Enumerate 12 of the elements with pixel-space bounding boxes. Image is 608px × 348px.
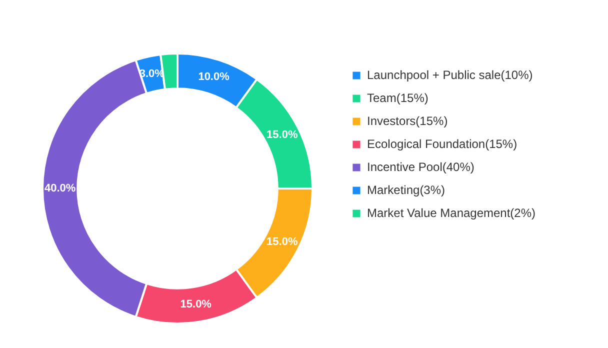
data-label: 15.0% — [266, 129, 298, 142]
data-label: 10.0% — [198, 70, 230, 83]
legend-label: Incentive Pool(40%) — [367, 160, 474, 174]
data-label: 40.0% — [44, 182, 76, 194]
legend-label: Launchpool + Public sale(10%) — [367, 68, 533, 82]
legend-label: Ecological Foundation(15%) — [367, 137, 518, 151]
data-label: 15.0% — [180, 298, 212, 311]
legend-label: Team(15%) — [367, 91, 428, 105]
legend-label: Investors(15%) — [367, 114, 448, 128]
data-label: 15.0% — [266, 236, 298, 248]
legend-label: Marketing(3%) — [367, 183, 446, 197]
legend-label: Market Value Management(2%) — [367, 206, 536, 220]
